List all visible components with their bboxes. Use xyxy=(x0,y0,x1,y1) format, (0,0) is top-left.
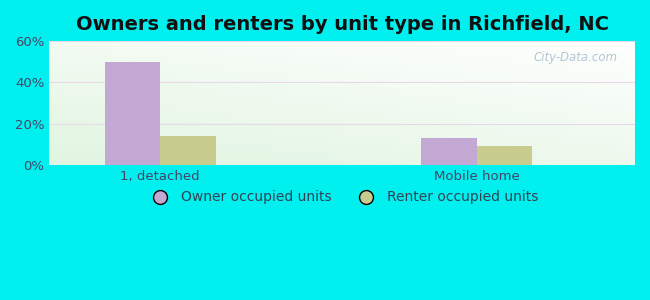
Text: City-Data.com: City-Data.com xyxy=(533,51,618,64)
Bar xyxy=(476,146,532,165)
Legend: Owner occupied units, Renter occupied units: Owner occupied units, Renter occupied un… xyxy=(140,185,544,210)
Bar xyxy=(160,136,216,165)
Title: Owners and renters by unit type in Richfield, NC: Owners and renters by unit type in Richf… xyxy=(75,15,608,34)
Bar xyxy=(105,62,160,165)
Bar xyxy=(421,138,476,165)
